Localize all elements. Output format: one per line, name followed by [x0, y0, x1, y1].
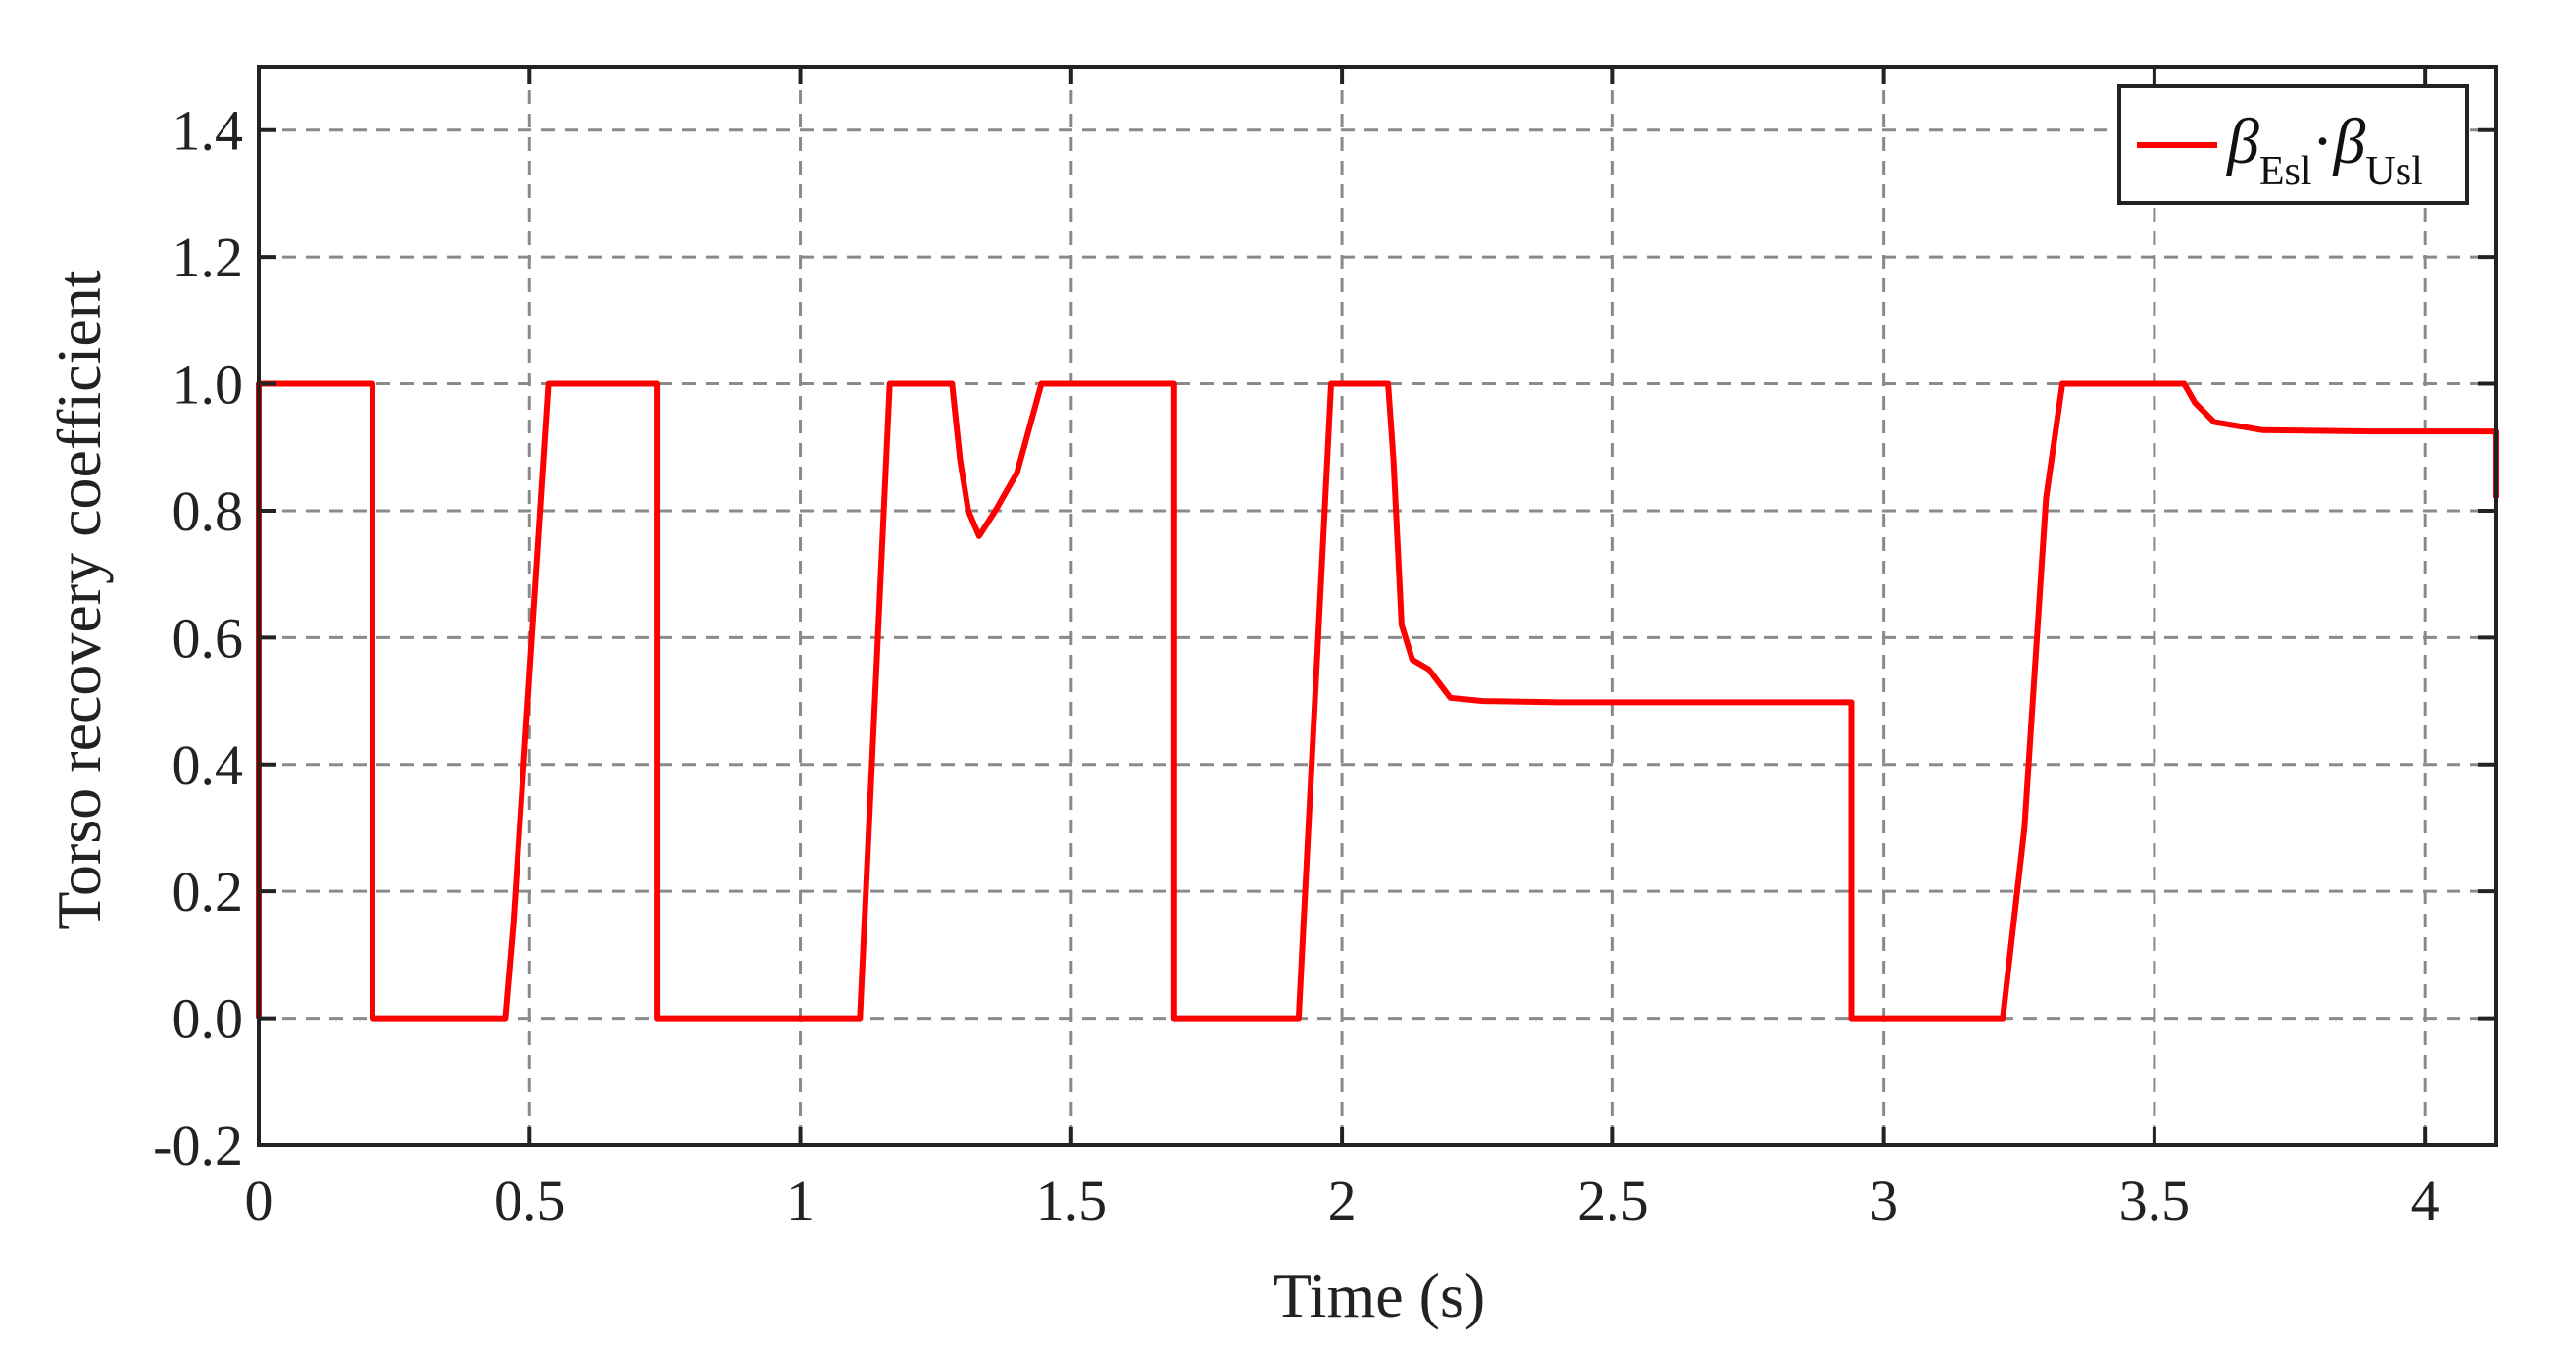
tick-marks — [257, 67, 2496, 1147]
legend-symbol-beta-1: β — [2225, 106, 2259, 177]
series-line — [256, 380, 2499, 1022]
grid — [259, 67, 2496, 1145]
x-tick-label: 4 — [2411, 1169, 2440, 1232]
y-tick-label: -0.2 — [153, 1114, 243, 1177]
legend-label: βEsl·βUsl — [2225, 106, 2423, 194]
y-tick-label: 1.0 — [173, 353, 244, 417]
legend-subscript-usl: Usl — [2365, 149, 2422, 194]
plot-area-border — [257, 65, 2498, 1147]
y-tick-label: 0.0 — [173, 987, 244, 1051]
legend-dot: · — [2312, 106, 2334, 177]
y-tick-label: 0.8 — [173, 479, 244, 543]
y-tick-label: 1.4 — [173, 99, 244, 163]
legend-symbol-beta-2: β — [2332, 106, 2366, 177]
y-tick-label: 0.4 — [173, 733, 244, 797]
legend-subscript-esl: Esl — [2259, 149, 2312, 194]
x-tick-label: 0.5 — [494, 1169, 566, 1232]
x-tick-labels: 0 0.5 1 1.5 2 2.5 3 3.5 4 — [245, 1169, 2440, 1232]
x-tick-label: 1 — [786, 1169, 815, 1232]
x-tick-label: 2.5 — [1577, 1169, 1649, 1232]
series-layer — [256, 380, 2499, 1022]
x-tick-label: 1.5 — [1036, 1169, 1108, 1232]
x-tick-label: 2 — [1328, 1169, 1357, 1232]
x-tick-label: 0 — [245, 1169, 273, 1232]
y-tick-labels: -0.2 0.0 0.2 0.4 0.6 0.8 1.0 1.2 1.4 — [153, 99, 243, 1177]
x-tick-label: 3 — [1869, 1169, 1898, 1232]
y-axis-title: Torso recovery coefficient — [44, 270, 114, 929]
y-tick-label: 0.2 — [173, 860, 244, 923]
x-tick-label: 3.5 — [2119, 1169, 2191, 1232]
y-tick-label: 1.2 — [173, 225, 244, 289]
legend: βEsl·βUsl — [2117, 84, 2469, 205]
x-axis-title: Time (s) — [1273, 1261, 1485, 1330]
y-tick-label: 0.6 — [173, 606, 244, 670]
